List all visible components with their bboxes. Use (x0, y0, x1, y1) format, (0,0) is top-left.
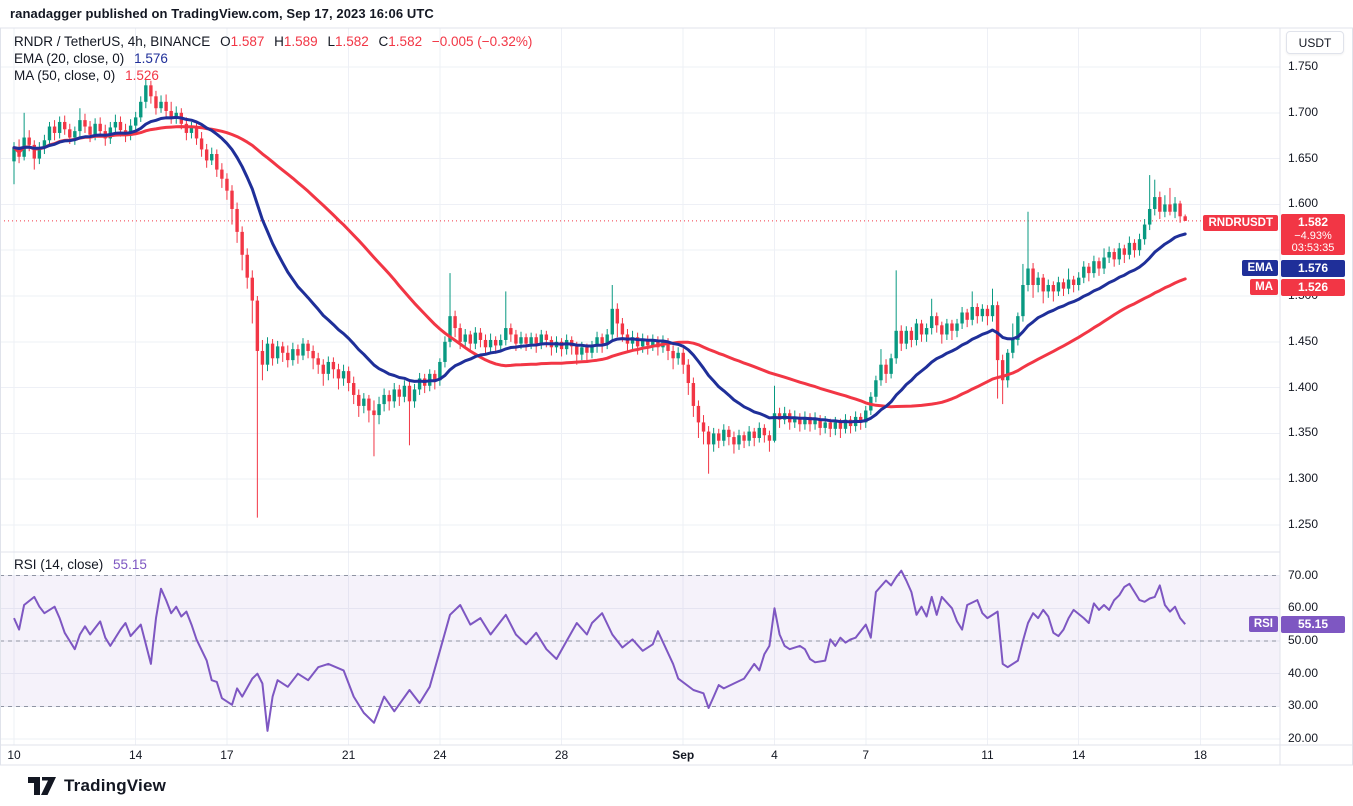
ohlc-close-label: C (378, 34, 389, 49)
rsi-axis-badge: 55.15 (1281, 616, 1345, 633)
time-tick-label: 17 (220, 748, 234, 762)
price-tick-label: 1.700 (1288, 104, 1319, 119)
price-tick-label: 1.600 (1288, 196, 1319, 211)
ohlc-high-label: H (274, 34, 284, 49)
time-tick-label: 10 (7, 748, 21, 762)
time-tick-label: 28 (554, 748, 569, 762)
price-tick-label: 1.400 (1288, 379, 1319, 394)
price-tick-label: 1.300 (1288, 471, 1319, 486)
bar-countdown: 03:53:35 (1291, 242, 1335, 254)
symbol-title: RNDR / TetherUS, 4h, BINANCE (14, 34, 211, 49)
time-tick-label: 11 (981, 748, 994, 762)
rsi-tick-label: 60.00 (1288, 600, 1319, 615)
time-tick-label: Sep (672, 748, 695, 762)
ema-line (12, 115, 1187, 424)
rsi-legend[interactable]: RSI (14, close) 55.15 (14, 557, 147, 572)
last-price-axis-badge: 1.582 −4.93% 03:53:35 (1281, 214, 1345, 255)
rsi-tick-label: 20.00 (1288, 731, 1319, 746)
ma-axis-badge: 1.526 (1281, 279, 1345, 296)
symbol-price-pill: RNDRUSDT (1203, 215, 1278, 231)
ma-line (12, 125, 1187, 409)
ma-legend-label: MA (50, close, 0) (14, 68, 116, 83)
rsi-legend-value: 55.15 (113, 557, 147, 572)
time-tick-label: 18 (1193, 748, 1208, 762)
time-tick-label: 14 (1072, 748, 1086, 762)
symbol-legend[interactable]: RNDR / TetherUS, 4h, BINANCE O1.587 H1.5… (14, 34, 532, 49)
currency-toggle-button[interactable]: USDT (1286, 31, 1344, 54)
rsi-pill: RSI (1248, 616, 1278, 632)
ohlc-low-value: 1.582 (334, 34, 369, 49)
ema-legend-value: 1.576 (134, 51, 168, 66)
rsi-line (13, 569, 1186, 732)
ema-axis-badge: 1.576 (1281, 260, 1345, 277)
tradingview-logo[interactable]: TradingView (28, 774, 166, 798)
last-price-value: 1.582 (1297, 215, 1329, 229)
ma-legend-value: 1.526 (125, 68, 159, 83)
ohlc-change-value: −0.005 (−0.32%) (431, 34, 533, 49)
rsi-legend-label: RSI (14, close) (14, 557, 104, 572)
time-tick-label: 24 (433, 748, 447, 762)
price-tick-label: 1.650 (1288, 150, 1319, 165)
ohlc-high-value: 1.589 (283, 34, 318, 49)
time-tick-label: 4 (771, 748, 778, 762)
price-tick-label: 1.750 (1288, 59, 1319, 73)
rsi-tick-label: 30.00 (1288, 698, 1319, 713)
ma-legend[interactable]: MA (50, close, 0) 1.526 (14, 68, 159, 83)
tradingview-logo-text: TradingView (64, 776, 167, 795)
ohlc-close-value: 1.582 (388, 34, 423, 49)
ema-legend-label: EMA (20, close, 0) (14, 51, 125, 66)
time-tick-label: 7 (862, 748, 870, 762)
price-tick-label: 1.250 (1288, 517, 1319, 531)
ema-pill: EMA (1242, 260, 1278, 276)
tradingview-logo-icon (28, 777, 56, 795)
ema-legend[interactable]: EMA (20, close, 0) 1.576 (14, 51, 168, 66)
attribution-text: ranadagger published on TradingView.com,… (10, 6, 434, 21)
ohlc-low-label: L (327, 34, 335, 49)
session-change-percent: −4.93% (1294, 230, 1332, 242)
time-tick-label: 14 (128, 748, 143, 762)
rsi-tick-label: 70.00 (1288, 567, 1319, 582)
rsi-tick-label: 50.00 (1288, 633, 1319, 647)
rsi-tick-label: 40.00 (1288, 665, 1319, 680)
price-tick-label: 1.450 (1288, 333, 1319, 348)
time-tick-label: 21 (341, 748, 356, 762)
ohlc-open-value: 1.587 (230, 34, 265, 49)
ohlc-open-label: O (220, 34, 231, 49)
ma-pill: MA (1250, 279, 1278, 295)
price-tick-label: 1.350 (1288, 425, 1319, 440)
candles (12, 78, 1187, 518)
